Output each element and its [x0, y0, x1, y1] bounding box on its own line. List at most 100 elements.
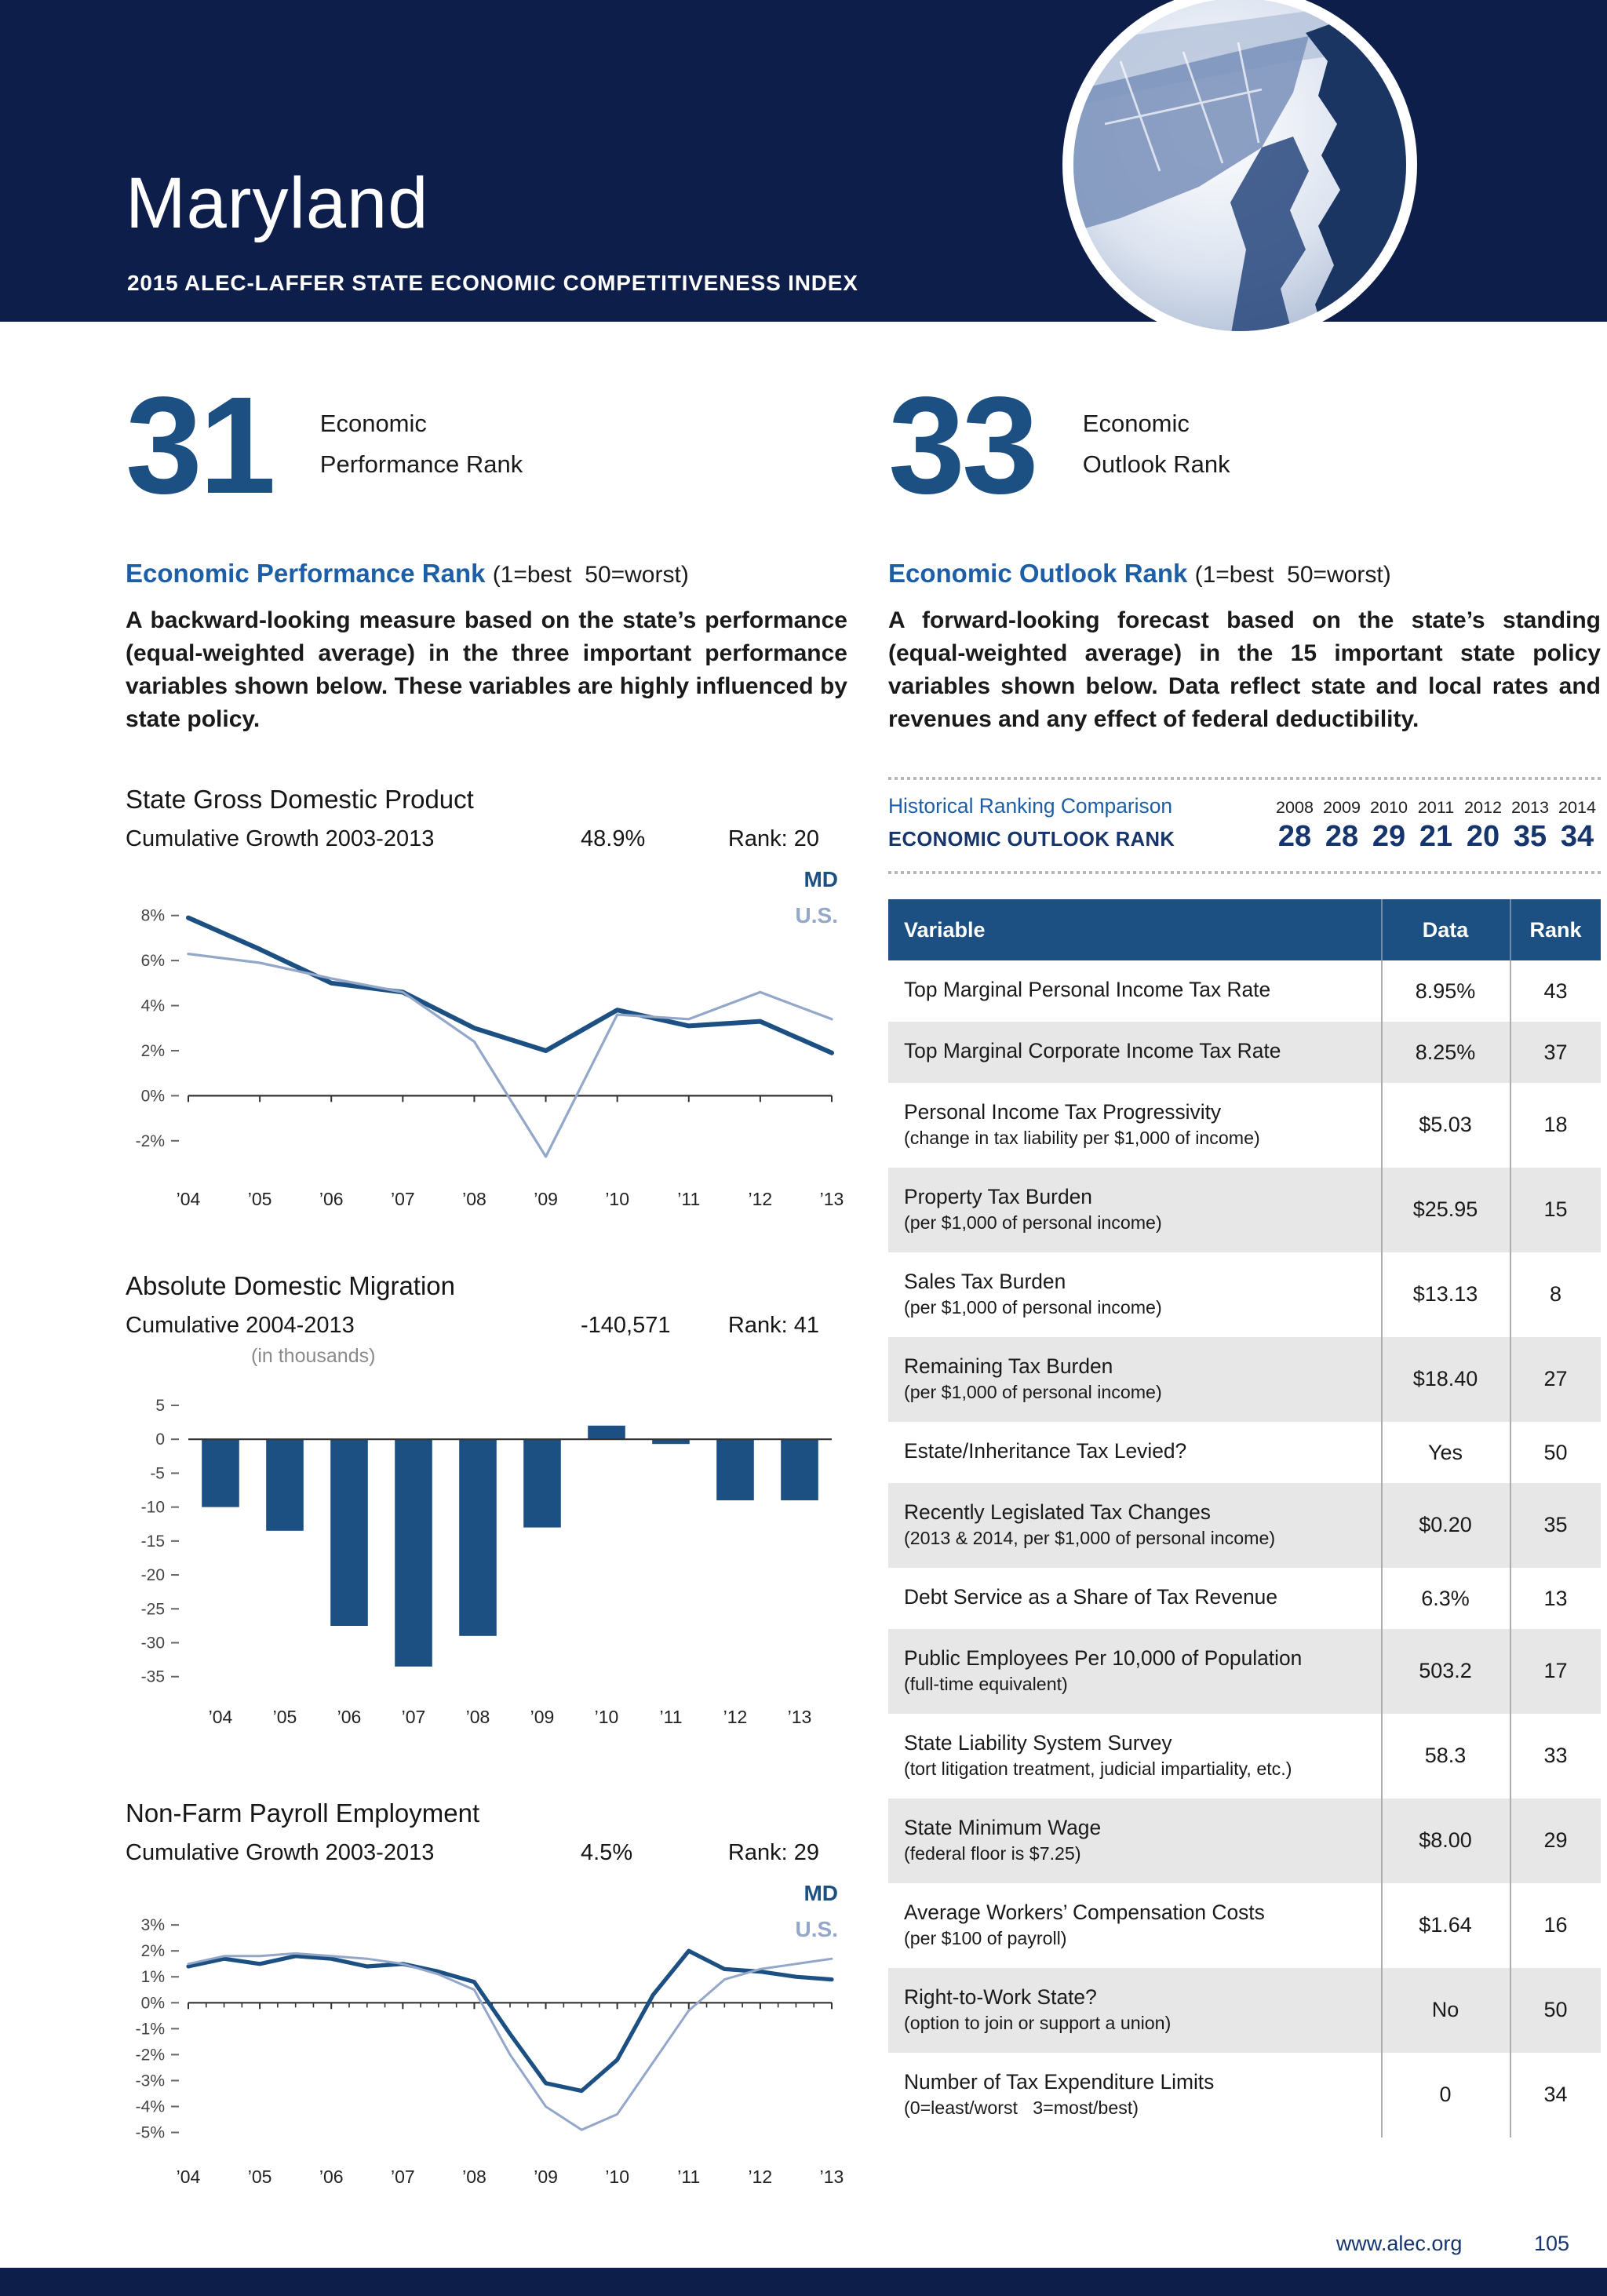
gdp-chart-value: 48.9%	[581, 827, 646, 852]
gdp-chart-title: State Gross Domestic Product	[126, 786, 474, 815]
gdp-chart-subtitle: Cumulative Growth 2003-2013	[126, 827, 435, 852]
variable-row: State Minimum Wage (federal floor is $7.2…	[888, 1798, 1601, 1883]
svg-text:-1%: -1%	[136, 2020, 165, 2038]
variable-row: Public Employees Per 10,000 of Populatio…	[888, 1628, 1601, 1714]
variable-note: (change in tax liability per $1,000 of i…	[904, 1128, 1260, 1149]
outlook-table-header: Variable Data Rank	[888, 899, 1601, 960]
variable-name: Top Marginal Personal Income Tax Rate	[904, 978, 1271, 1001]
md-series-line	[186, 1948, 834, 2094]
svg-text:’05: ’05	[273, 1707, 297, 1727]
svg-text:4%: 4%	[141, 997, 165, 1015]
variable-cell: Debt Service as a Share of Tax Revenue	[888, 1568, 1381, 1629]
historical-years: 2008 2009 2010 2011 2012 2013 2014	[1271, 799, 1601, 818]
variable-name: Sales Tax Burden	[904, 1269, 1066, 1293]
variable-name: Recently Legislated Tax Changes	[904, 1500, 1211, 1524]
performance-heading-text: Economic Performance Rank	[126, 560, 486, 589]
gdp-chart-section: State Gross Domestic Product Cumulative …	[126, 786, 847, 1219]
payroll-chart-section: Non-Farm Payroll Employment Cumulative G…	[126, 1800, 847, 2197]
historical-year: 2009	[1322, 799, 1361, 818]
svg-text:0%: 0%	[141, 1087, 165, 1105]
svg-text:0%: 0%	[141, 1994, 165, 2012]
col-header-rank: Rank	[1509, 899, 1601, 960]
payroll-chart-meta: Cumulative Growth 2003-2013 4.5% Rank: 2…	[126, 1841, 847, 1866]
variable-row: Property Tax Burden (per $1,000 of person…	[888, 1167, 1601, 1252]
variable-data: 58.3	[1380, 1713, 1510, 1799]
variable-row: Top Marginal Corporate Income Tax Rate 8.…	[888, 1021, 1601, 1083]
svg-text:’08: ’08	[466, 1707, 490, 1727]
variable-cell: Remaining Tax Burden (per $1,000 of perso…	[888, 1337, 1381, 1422]
svg-text:’10: ’10	[605, 1189, 629, 1209]
variable-data: 6.3%	[1380, 1567, 1510, 1629]
svg-text:’07: ’07	[391, 2167, 415, 2187]
variable-cell: Top Marginal Corporate Income Tax Rate	[888, 1022, 1381, 1083]
historical-ranks-row: ECONOMIC OUTLOOK RANK 28 28 29 21 20 35 34	[888, 821, 1601, 855]
migration-unit-note: (in thousands)	[251, 1345, 376, 1367]
migration-chart-subtitle: Cumulative 2004-2013	[126, 1314, 355, 1339]
svg-text:-15: -15	[141, 1532, 165, 1551]
variable-row: Top Marginal Personal Income Tax Rate 8.9…	[888, 960, 1601, 1022]
outlook-description: A forward-looking forecast based on the …	[888, 607, 1601, 733]
outlook-heading: Economic Outlook Rank (1=best 50=worst)	[888, 560, 1601, 590]
svg-text:’10: ’10	[595, 1707, 619, 1727]
historical-years-row: Historical Ranking Comparison 2008 2009 20…	[888, 794, 1601, 818]
historical-rank-value: 28	[1325, 821, 1359, 854]
migration-bar	[588, 1425, 625, 1439]
variable-data: $13.13	[1380, 1252, 1510, 1337]
svg-text:’11: ’11	[660, 1707, 683, 1727]
variable-rank: 35	[1509, 1482, 1601, 1568]
md-series-line	[186, 915, 834, 1055]
variable-cell: Public Employees Per 10,000 of Populatio…	[888, 1628, 1381, 1713]
variable-note: (per $100 of payroll)	[904, 1928, 1067, 1949]
variable-rank: 8	[1509, 1252, 1601, 1337]
legend-md-label: MD	[804, 1880, 838, 1905]
alec-url[interactable]: www.alec.org	[1336, 2232, 1463, 2255]
svg-text:2%: 2%	[141, 1942, 165, 1960]
variable-note: (full-time equivalent)	[904, 1674, 1068, 1695]
migration-bar	[330, 1439, 368, 1626]
variable-row: State Liability System Survey (tort litig…	[888, 1713, 1601, 1799]
variable-data: No	[1380, 1967, 1510, 2053]
svg-text:’05: ’05	[248, 2167, 272, 2187]
page-number: 105	[1533, 2232, 1569, 2255]
svg-text:’06: ’06	[319, 2167, 344, 2187]
svg-text:’09: ’09	[534, 2167, 558, 2187]
svg-text:-2%: -2%	[136, 2046, 165, 2064]
col-header-data: Data	[1380, 899, 1510, 960]
variable-rank: 33	[1509, 1713, 1601, 1799]
svg-text:-5%: -5%	[136, 2124, 165, 2142]
variable-cell: Recently Legislated Tax Changes (2013 & 2…	[888, 1483, 1381, 1568]
svg-text:’12: ’12	[723, 1707, 748, 1727]
outlook-table-body: Top Marginal Personal Income Tax Rate 8.9…	[888, 960, 1601, 2137]
payroll-chart-value: 4.5%	[581, 1841, 633, 1866]
outlook-heading-text: Economic Outlook Rank	[888, 560, 1188, 589]
migration-bar	[716, 1439, 754, 1500]
migration-bar	[652, 1439, 690, 1445]
svg-text:2%: 2%	[141, 1042, 165, 1060]
performance-heading-note: (1=best 50=worst)	[492, 562, 689, 589]
performance-heading: Economic Performance Rank (1=best 50=wor…	[126, 560, 847, 590]
variable-rank: 43	[1509, 960, 1601, 1022]
variable-cell: Personal Income Tax Progressivity (change…	[888, 1083, 1381, 1168]
variable-cell: Number of Tax Expenditure Limits (0=least…	[888, 2053, 1381, 2137]
svg-text:’06: ’06	[319, 1189, 344, 1209]
variable-name: State Minimum Wage	[904, 1815, 1102, 1839]
svg-text:’07: ’07	[391, 1189, 415, 1209]
variable-row: Average Workers’ Compensation Costs (per …	[888, 1882, 1601, 1968]
variable-data: $8.00	[1380, 1798, 1510, 1883]
report-subtitle: 2015 ALEC-LAFFER STATE ECONOMIC COMPETIT…	[127, 270, 858, 295]
variable-note: (per $1,000 of personal income)	[904, 1212, 1162, 1234]
migration-bar	[395, 1439, 432, 1667]
historical-rank-value: 28	[1277, 821, 1312, 854]
svg-text:’13: ’13	[820, 2167, 844, 2187]
historical-rank-value: 29	[1372, 821, 1406, 854]
svg-text:’04: ’04	[209, 1707, 233, 1727]
variable-rank: 50	[1509, 1421, 1601, 1483]
legend-us-label: U.S.	[795, 1915, 838, 1941]
svg-text:0: 0	[155, 1430, 165, 1449]
migration-bar	[523, 1439, 561, 1528]
historical-year: 2011	[1417, 799, 1455, 818]
migration-chart-meta: Cumulative 2004-2013 -140,571 Rank: 41	[126, 1314, 847, 1339]
gdp-chart-meta: Cumulative Growth 2003-2013 48.9% Rank: …	[126, 827, 847, 852]
variable-note: (federal floor is $7.25)	[904, 1843, 1081, 1864]
